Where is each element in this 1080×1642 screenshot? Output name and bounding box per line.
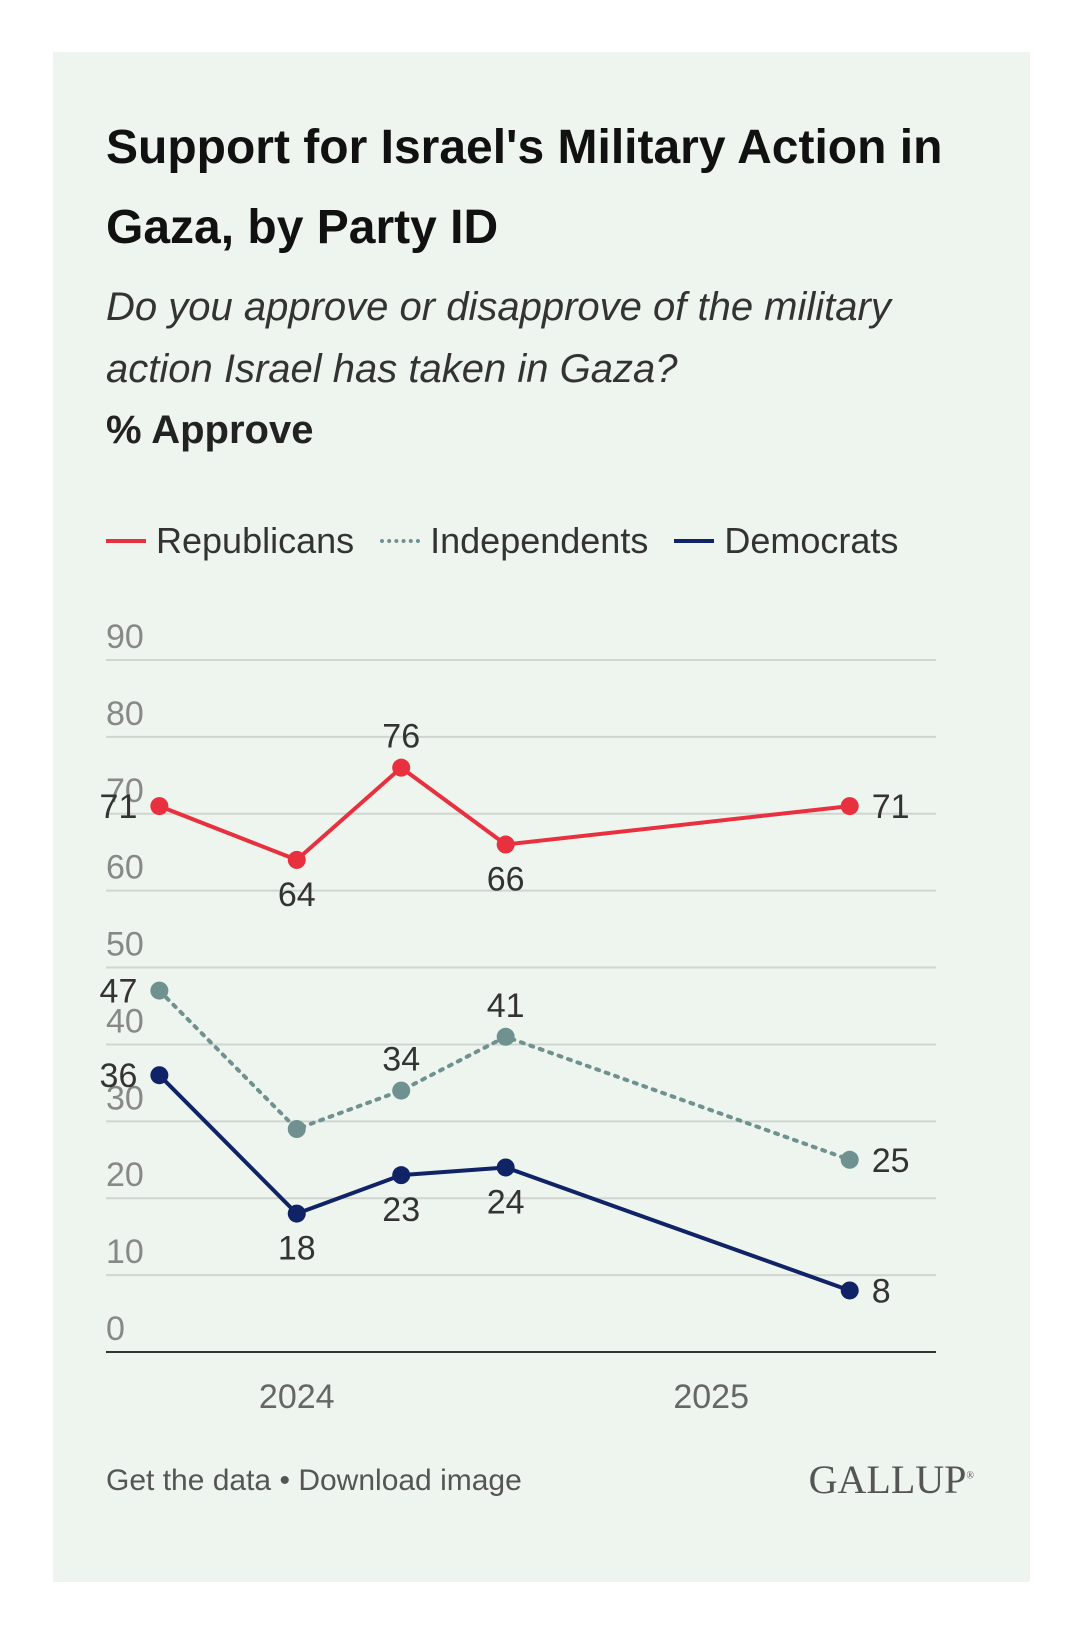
data-label-democrats: 18 bbox=[278, 1230, 316, 1268]
data-point-independents bbox=[392, 1081, 411, 1100]
legend-item-independents: Independents bbox=[380, 520, 648, 562]
data-label-independents: 25 bbox=[872, 1142, 910, 1180]
data-label-democrats: 24 bbox=[487, 1183, 525, 1221]
data-label-republicans: 66 bbox=[487, 861, 525, 899]
data-point-republicans bbox=[392, 758, 411, 777]
data-label-democrats: 23 bbox=[382, 1191, 420, 1229]
x-tick-label: 2025 bbox=[673, 1378, 749, 1416]
registered-mark: ® bbox=[966, 1470, 974, 1482]
data-point-democrats bbox=[840, 1281, 859, 1300]
chart-legend: Republicans Independents Democrats bbox=[106, 520, 898, 562]
data-point-democrats bbox=[496, 1158, 515, 1177]
legend-item-republicans: Republicans bbox=[106, 520, 354, 562]
chart-subtitle: Do you approve or disapprove of the mili… bbox=[106, 285, 891, 391]
legend-label-democrats: Democrats bbox=[724, 520, 899, 561]
data-label-republicans: 64 bbox=[278, 876, 316, 914]
data-label-democrats: 8 bbox=[872, 1272, 891, 1310]
gallup-logo: GALLUP® bbox=[809, 1456, 974, 1503]
data-label-republicans: 71 bbox=[872, 788, 910, 826]
data-point-democrats bbox=[287, 1204, 306, 1223]
footer-separator: • bbox=[279, 1464, 290, 1497]
legend-swatch-democrats bbox=[674, 539, 715, 543]
data-point-republicans bbox=[150, 797, 169, 816]
y-tick-label: 20 bbox=[106, 1156, 144, 1194]
data-label-republicans: 76 bbox=[382, 718, 420, 756]
x-tick-label: 2024 bbox=[259, 1378, 335, 1416]
data-point-independents bbox=[287, 1120, 306, 1139]
legend-label-republicans: Republicans bbox=[156, 520, 355, 561]
data-point-democrats bbox=[150, 1066, 169, 1085]
get-data-link[interactable]: Get the data bbox=[106, 1464, 272, 1497]
y-tick-label: 0 bbox=[106, 1310, 125, 1348]
data-point-republicans bbox=[287, 850, 306, 869]
line-chart: 0 10 20 30 40 50 60 70 80 90 2024 2025 71 64 76 66 71 47 3… bbox=[100, 618, 936, 1416]
data-point-independents bbox=[150, 981, 169, 1000]
y-tick-label: 10 bbox=[106, 1233, 144, 1271]
data-label-republicans: 71 bbox=[100, 788, 138, 826]
chart-title: Support for Israel's Military Action in … bbox=[106, 121, 943, 254]
y-tick-label: 80 bbox=[106, 695, 144, 733]
legend-swatch-independents bbox=[380, 539, 421, 543]
y-tick-label: 50 bbox=[106, 926, 144, 964]
y-tick-label: 90 bbox=[106, 618, 144, 656]
legend-label-independents: Independents bbox=[430, 520, 649, 561]
measure-label: % Approve bbox=[106, 408, 314, 452]
download-image-link[interactable]: Download image bbox=[298, 1464, 522, 1497]
y-tick-label: 40 bbox=[106, 1002, 144, 1040]
data-label-independents: 41 bbox=[487, 987, 525, 1025]
y-tick-label: 60 bbox=[106, 849, 144, 887]
legend-item-democrats: Democrats bbox=[674, 520, 898, 562]
series-line-independents bbox=[157, 988, 852, 1162]
data-point-republicans bbox=[840, 797, 859, 816]
footer-links: Get the data • Download image bbox=[106, 1464, 522, 1498]
y-tick-label: 30 bbox=[106, 1079, 144, 1117]
data-label-independents: 47 bbox=[100, 973, 138, 1011]
data-label-democrats: 36 bbox=[100, 1057, 138, 1095]
chart-card bbox=[53, 52, 1030, 1582]
data-point-republicans bbox=[496, 835, 515, 854]
data-point-democrats bbox=[392, 1166, 411, 1185]
legend-swatch-republicans bbox=[106, 539, 146, 543]
data-label-independents: 34 bbox=[382, 1041, 420, 1079]
data-point-independents bbox=[496, 1027, 515, 1046]
y-tick-label: 70 bbox=[106, 772, 144, 810]
data-point-independents bbox=[840, 1150, 859, 1169]
logo-text: GALLUP bbox=[808, 1457, 967, 1502]
